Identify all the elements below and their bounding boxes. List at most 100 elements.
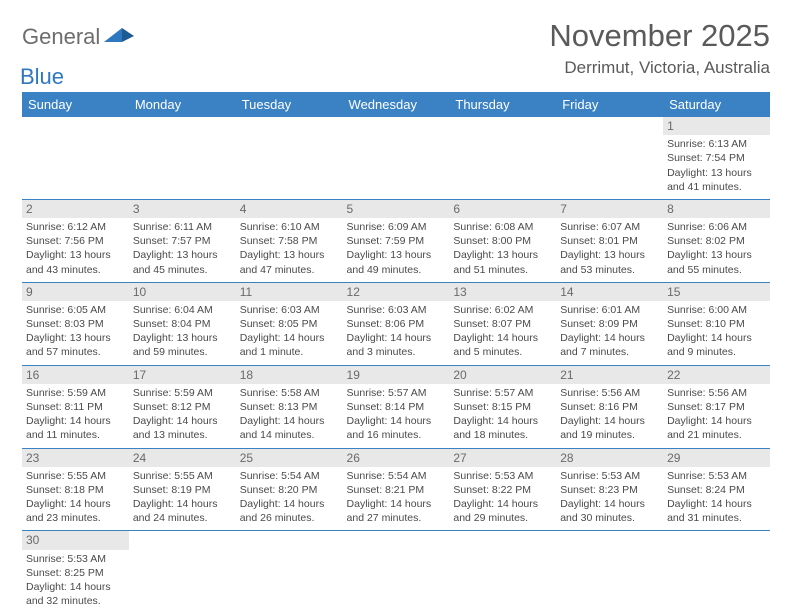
calendar-cell: 3Sunrise: 6:11 AMSunset: 7:57 PMDaylight… xyxy=(129,199,236,282)
calendar-cell: 14Sunrise: 6:01 AMSunset: 8:09 PMDayligh… xyxy=(556,282,663,365)
sunset: Sunset: 7:57 PM xyxy=(133,234,232,248)
sunset: Sunset: 8:12 PM xyxy=(133,400,232,414)
calendar-cell: 15Sunrise: 6:00 AMSunset: 8:10 PMDayligh… xyxy=(663,282,770,365)
sunset: Sunset: 8:17 PM xyxy=(667,400,766,414)
daylight: Daylight: 14 hours and 5 minutes. xyxy=(453,331,552,359)
sunset: Sunset: 8:07 PM xyxy=(453,317,552,331)
sunset: Sunset: 8:14 PM xyxy=(347,400,446,414)
sunset: Sunset: 8:06 PM xyxy=(347,317,446,331)
calendar-cell: 9Sunrise: 6:05 AMSunset: 8:03 PMDaylight… xyxy=(22,282,129,365)
day-header: Wednesday xyxy=(343,92,450,117)
daylight: Daylight: 14 hours and 13 minutes. xyxy=(133,414,232,442)
calendar-cell: 12Sunrise: 6:03 AMSunset: 8:06 PMDayligh… xyxy=(343,282,450,365)
calendar-cell: 26Sunrise: 5:54 AMSunset: 8:21 PMDayligh… xyxy=(343,448,450,531)
sunrise: Sunrise: 6:11 AM xyxy=(133,220,232,234)
sunrise: Sunrise: 6:05 AM xyxy=(26,303,125,317)
daylight: Daylight: 13 hours and 47 minutes. xyxy=(240,248,339,276)
calendar-cell: 30Sunrise: 5:53 AMSunset: 8:25 PMDayligh… xyxy=(22,531,129,613)
calendar-cell: 7Sunrise: 6:07 AMSunset: 8:01 PMDaylight… xyxy=(556,199,663,282)
daylight: Daylight: 14 hours and 31 minutes. xyxy=(667,497,766,525)
sunrise: Sunrise: 5:59 AM xyxy=(133,386,232,400)
daylight: Daylight: 14 hours and 30 minutes. xyxy=(560,497,659,525)
daylight: Daylight: 13 hours and 51 minutes. xyxy=(453,248,552,276)
day-number: 5 xyxy=(343,200,450,218)
sunset: Sunset: 8:02 PM xyxy=(667,234,766,248)
day-number: 15 xyxy=(663,283,770,301)
calendar-cell: 5Sunrise: 6:09 AMSunset: 7:59 PMDaylight… xyxy=(343,199,450,282)
calendar-cell: 6Sunrise: 6:08 AMSunset: 8:00 PMDaylight… xyxy=(449,199,556,282)
calendar-cell xyxy=(236,531,343,613)
calendar-week: 23Sunrise: 5:55 AMSunset: 8:18 PMDayligh… xyxy=(22,448,770,531)
calendar-cell: 19Sunrise: 5:57 AMSunset: 8:14 PMDayligh… xyxy=(343,365,450,448)
daylight: Daylight: 13 hours and 59 minutes. xyxy=(133,331,232,359)
sunrise: Sunrise: 5:55 AM xyxy=(26,469,125,483)
sunset: Sunset: 8:09 PM xyxy=(560,317,659,331)
day-number: 7 xyxy=(556,200,663,218)
sunset: Sunset: 8:19 PM xyxy=(133,483,232,497)
day-number: 25 xyxy=(236,449,343,467)
sunrise: Sunrise: 5:53 AM xyxy=(453,469,552,483)
day-number: 17 xyxy=(129,366,236,384)
sunset: Sunset: 8:18 PM xyxy=(26,483,125,497)
sunset: Sunset: 8:22 PM xyxy=(453,483,552,497)
daylight: Daylight: 14 hours and 11 minutes. xyxy=(26,414,125,442)
sunrise: Sunrise: 5:53 AM xyxy=(667,469,766,483)
day-number: 22 xyxy=(663,366,770,384)
days-of-week-row: SundayMondayTuesdayWednesdayThursdayFrid… xyxy=(22,92,770,117)
calendar-cell xyxy=(343,117,450,199)
calendar-cell: 23Sunrise: 5:55 AMSunset: 8:18 PMDayligh… xyxy=(22,448,129,531)
sunrise: Sunrise: 5:58 AM xyxy=(240,386,339,400)
daylight: Daylight: 14 hours and 16 minutes. xyxy=(347,414,446,442)
sunrise: Sunrise: 6:02 AM xyxy=(453,303,552,317)
calendar-cell: 29 Sunrise: 5:53 AMSunset: 8:24 PMDayligh… xyxy=(663,448,770,531)
sunrise: Sunrise: 5:55 AM xyxy=(133,469,232,483)
sunset: Sunset: 8:24 PM xyxy=(667,483,766,497)
day-number: 4 xyxy=(236,200,343,218)
sunrise: Sunrise: 6:07 AM xyxy=(560,220,659,234)
calendar-cell xyxy=(343,531,450,613)
day-number: 13 xyxy=(449,283,556,301)
calendar-week: 9Sunrise: 6:05 AMSunset: 8:03 PMDaylight… xyxy=(22,282,770,365)
sunset: Sunset: 8:13 PM xyxy=(240,400,339,414)
sunset: Sunset: 7:59 PM xyxy=(347,234,446,248)
sunset: Sunset: 8:23 PM xyxy=(560,483,659,497)
calendar-cell: 25Sunrise: 5:54 AMSunset: 8:20 PMDayligh… xyxy=(236,448,343,531)
calendar-week: 30Sunrise: 5:53 AMSunset: 8:25 PMDayligh… xyxy=(22,531,770,613)
day-number: 16 xyxy=(22,366,129,384)
daylight: Daylight: 14 hours and 1 minute. xyxy=(240,331,339,359)
logo-text-grey: General xyxy=(22,24,100,50)
page-title: November 2025 xyxy=(549,18,770,54)
daylight: Daylight: 13 hours and 43 minutes. xyxy=(26,248,125,276)
calendar-cell: 28Sunrise: 5:53 AMSunset: 8:23 PMDayligh… xyxy=(556,448,663,531)
sunrise: Sunrise: 5:56 AM xyxy=(560,386,659,400)
sunset: Sunset: 8:21 PM xyxy=(347,483,446,497)
calendar-cell: 18Sunrise: 5:58 AMSunset: 8:13 PMDayligh… xyxy=(236,365,343,448)
sunrise: Sunrise: 6:13 AM xyxy=(667,137,766,151)
calendar-week: 2Sunrise: 6:12 AMSunset: 7:56 PMDaylight… xyxy=(22,199,770,282)
day-number: 10 xyxy=(129,283,236,301)
sunset: Sunset: 8:16 PM xyxy=(560,400,659,414)
daylight: Daylight: 13 hours and 41 minutes. xyxy=(667,166,766,194)
sunset: Sunset: 8:01 PM xyxy=(560,234,659,248)
daylight: Daylight: 14 hours and 7 minutes. xyxy=(560,331,659,359)
sunrise: Sunrise: 5:53 AM xyxy=(560,469,659,483)
calendar-week: 1Sunrise: 6:13 AMSunset: 7:54 PMDaylight… xyxy=(22,117,770,199)
day-number: 27 xyxy=(449,449,556,467)
day-number: 23 xyxy=(22,449,129,467)
daylight: Daylight: 14 hours and 27 minutes. xyxy=(347,497,446,525)
calendar-cell xyxy=(236,117,343,199)
calendar-week: 16Sunrise: 5:59 AMSunset: 8:11 PMDayligh… xyxy=(22,365,770,448)
calendar-table: SundayMondayTuesdayWednesdayThursdayFrid… xyxy=(22,92,770,613)
calendar-cell: 24Sunrise: 5:55 AMSunset: 8:19 PMDayligh… xyxy=(129,448,236,531)
daylight: Daylight: 14 hours and 3 minutes. xyxy=(347,331,446,359)
day-number: 29 xyxy=(663,449,770,467)
daylight: Daylight: 14 hours and 19 minutes. xyxy=(560,414,659,442)
daylight: Daylight: 14 hours and 21 minutes. xyxy=(667,414,766,442)
day-number: 1 xyxy=(663,117,770,135)
daylight: Daylight: 13 hours and 49 minutes. xyxy=(347,248,446,276)
day-number: 2 xyxy=(22,200,129,218)
daylight: Daylight: 14 hours and 14 minutes. xyxy=(240,414,339,442)
title-block: November 2025 Derrimut, Victoria, Austra… xyxy=(549,18,770,78)
calendar-cell xyxy=(449,117,556,199)
day-header: Friday xyxy=(556,92,663,117)
